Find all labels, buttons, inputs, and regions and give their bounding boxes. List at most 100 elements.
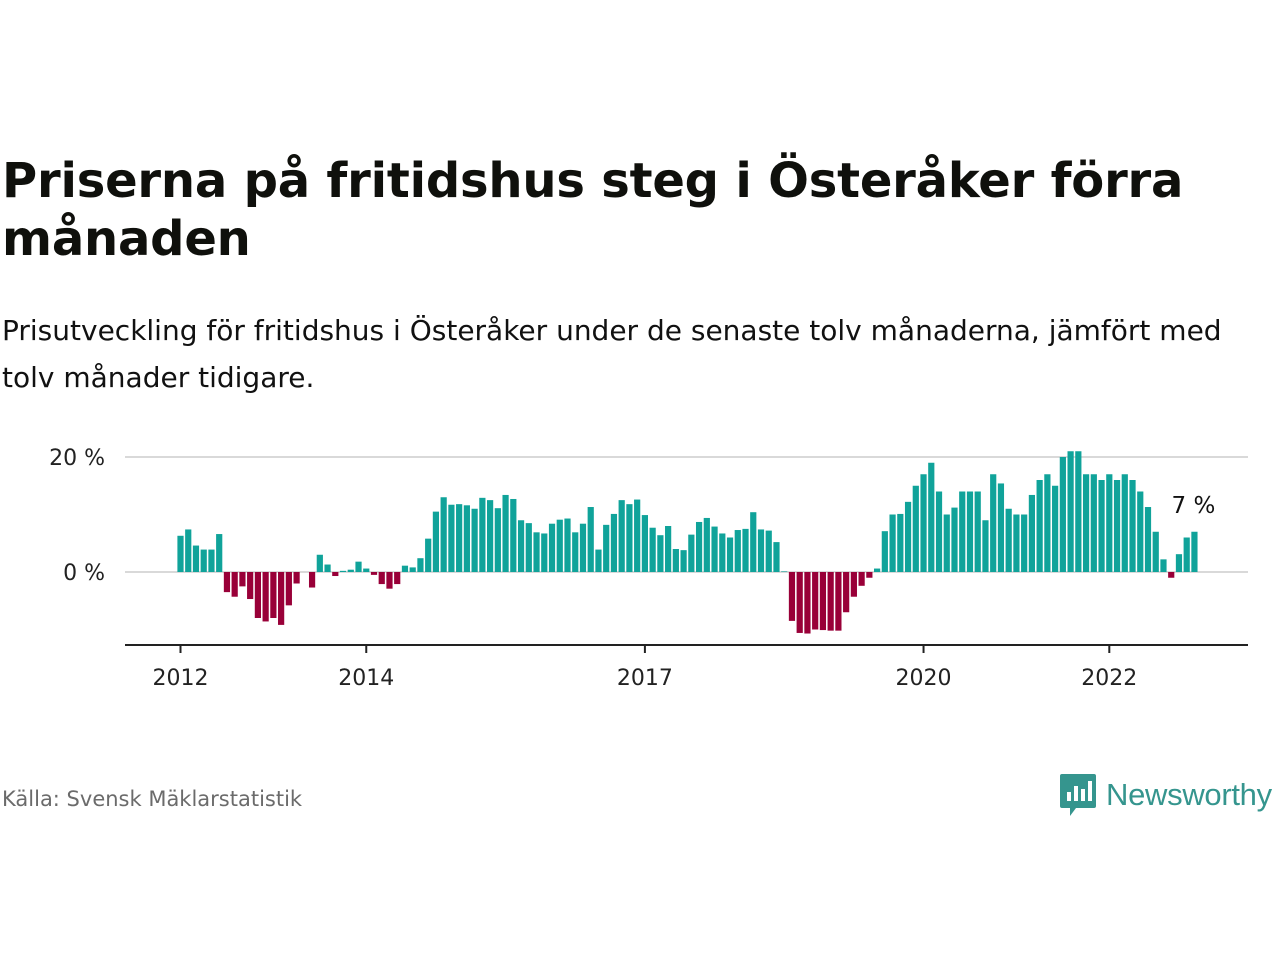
bar: [819, 572, 827, 631]
bar: [1106, 474, 1113, 572]
bar: [285, 572, 292, 606]
bar: [997, 483, 1005, 572]
bar: [711, 526, 718, 572]
bar: [239, 572, 246, 587]
bar: [177, 535, 184, 573]
bar: [657, 535, 664, 572]
bar: [572, 532, 579, 572]
bar: [425, 538, 432, 572]
bar: [812, 572, 819, 630]
bar: [216, 534, 223, 572]
bar: [788, 572, 796, 621]
bar: [1121, 474, 1128, 572]
bar: [928, 462, 935, 572]
bar: [1090, 474, 1097, 572]
bar: [440, 497, 447, 572]
bar: [556, 519, 563, 572]
x-axis: [125, 644, 1248, 653]
bar: [688, 534, 695, 573]
bar: [564, 518, 571, 573]
bar: [1152, 531, 1159, 572]
bar: [355, 561, 362, 572]
bar: [510, 498, 517, 572]
bar: [541, 533, 548, 572]
bars: [177, 451, 1198, 634]
bar: [347, 569, 354, 572]
bar: [781, 571, 788, 573]
bar: [262, 572, 269, 622]
last-value-label: 7 %: [1172, 493, 1216, 519]
bar: [417, 558, 424, 572]
bar: [626, 504, 633, 572]
bar: [966, 491, 974, 572]
bar: [665, 526, 672, 572]
bar: [850, 572, 857, 597]
bar: [982, 520, 989, 572]
bar: [595, 549, 602, 572]
bar: [1075, 451, 1082, 572]
bar: [796, 572, 803, 633]
bar: [1082, 474, 1090, 572]
bar: [487, 500, 494, 573]
bar: [448, 504, 455, 572]
bar-chart: 0 % 20 % 2012 2014 2017 2020 2022 7 %: [49, 446, 1248, 691]
bar: [339, 570, 347, 572]
bar: [889, 514, 896, 572]
x-tick-label: 2014: [338, 666, 394, 691]
bar: [765, 530, 772, 572]
y-tick-label: 20 %: [49, 446, 105, 471]
bar: [610, 513, 618, 572]
bar: [1013, 514, 1020, 572]
bar: [1021, 514, 1028, 572]
bar: [951, 507, 958, 572]
bar: [641, 515, 648, 572]
bar: [773, 542, 780, 572]
chart-subtitle: Prisutveckling för fritidshus i Österåke…: [2, 314, 1222, 394]
bar: [1059, 457, 1066, 572]
bar: [843, 572, 850, 613]
bar: [1129, 480, 1136, 572]
bar: [200, 549, 207, 572]
bar: [517, 520, 525, 572]
bar: [394, 572, 401, 585]
bar: [378, 572, 385, 585]
bar: [634, 499, 641, 572]
bar: [324, 564, 331, 573]
bar: [278, 572, 285, 625]
bar: [1036, 480, 1043, 572]
bar: [695, 521, 703, 572]
bar: [308, 572, 316, 588]
bar: [1052, 485, 1059, 572]
bar: [603, 524, 610, 572]
bar: [1183, 537, 1190, 572]
bar: [1098, 480, 1105, 572]
bar: [548, 523, 556, 572]
bar: [479, 497, 486, 572]
x-tick-label: 2017: [617, 666, 673, 691]
bar: [1044, 474, 1051, 572]
bar: [1137, 491, 1144, 572]
bar: [316, 554, 323, 572]
bar: [293, 572, 300, 584]
bar: [1113, 480, 1121, 572]
x-tick-label: 2022: [1081, 666, 1137, 691]
bar: [456, 504, 463, 572]
x-tick-label: 2020: [896, 666, 952, 691]
bar: [409, 567, 416, 572]
bar: [247, 572, 254, 600]
bar: [587, 507, 594, 572]
newsworthy-logo-icon: [1060, 774, 1096, 816]
bar: [726, 537, 734, 572]
bar: [904, 501, 912, 572]
bar: [742, 528, 749, 573]
bar: [897, 513, 904, 572]
bar: [734, 530, 741, 573]
bar: [680, 550, 687, 572]
newsworthy-logo: Newsworthy: [1058, 772, 1272, 818]
bar: [672, 549, 679, 572]
bar: [363, 568, 370, 572]
x-tick-label: 2012: [153, 666, 209, 691]
bar: [935, 491, 943, 572]
bar: [804, 572, 811, 634]
bar: [386, 572, 393, 589]
